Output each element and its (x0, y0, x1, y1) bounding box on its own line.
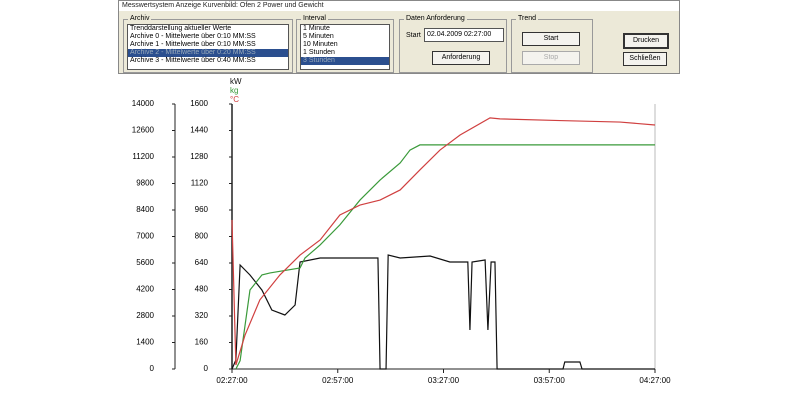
interval-group: Interval 1 Minute 5 Minuten 10 Minuten 1 St… (296, 15, 394, 73)
group-label: Archiv (128, 15, 152, 22)
y-tick-label: 5600 (136, 258, 154, 267)
start-input[interactable]: 02.04.2009 02:27:00 (424, 28, 504, 42)
x-tick-label: 02:27:00 (216, 376, 248, 385)
y2-tick-label: 480 (195, 285, 209, 294)
archiv-group: Archiv Trenddarstellung aktueller Werte A… (123, 15, 293, 73)
legend-label: °C (230, 95, 239, 104)
y-tick-label: 1400 (136, 338, 154, 347)
list-item[interactable]: 10 Minuten (303, 41, 338, 48)
daten-group: Daten Anforderung Start 02.04.2009 02:27… (399, 15, 507, 73)
trend-group: Trend Start Stop (511, 15, 593, 73)
anforderung-button[interactable]: Anforderung (432, 51, 490, 65)
list-item[interactable]: 3 Stunden (301, 57, 389, 65)
series-line (231, 254, 655, 370)
y2-tick-label: 1120 (191, 179, 209, 188)
y2-tick-label: 1600 (190, 99, 208, 108)
schliessen-button[interactable]: Schließen (623, 52, 667, 66)
group-label: Daten Anforderung (404, 15, 467, 22)
stop-button[interactable]: Stop (522, 51, 580, 65)
legend-label: kW (230, 77, 242, 86)
y-tick-label: 12600 (132, 126, 155, 135)
legend-label: kg (230, 86, 238, 95)
y-tick-label: 14000 (132, 99, 155, 108)
y-tick-label: 11200 (132, 152, 154, 161)
start-button[interactable]: Start (522, 32, 580, 46)
y-tick-label: 8400 (136, 205, 154, 214)
y-tick-label: 2800 (136, 311, 154, 320)
group-label: Interval (301, 15, 328, 22)
x-tick-label: 03:27:00 (428, 376, 460, 385)
list-item[interactable]: 1 Minute (303, 25, 330, 32)
list-item[interactable]: Archive 3 - Mittelwerte über 0:40 MM:SS (130, 57, 256, 64)
series-line (235, 144, 655, 370)
start-label: Start (406, 32, 421, 39)
group-label: Trend (516, 15, 539, 22)
y2-tick-label: 0 (204, 364, 209, 373)
interval-list[interactable]: 1 Minute 5 Minuten 10 Minuten 1 Stunden 3 St… (300, 24, 390, 70)
archiv-list[interactable]: Trenddarstellung aktueller Werte Archive … (127, 24, 289, 70)
y2-tick-label: 320 (195, 311, 209, 320)
y-tick-label: 7000 (136, 232, 154, 241)
drucken-button[interactable]: Drucken (623, 33, 669, 49)
y2-tick-label: 1440 (190, 126, 208, 135)
y2-tick-label: 160 (195, 338, 209, 347)
y2-tick-label: 800 (195, 232, 209, 241)
window: Messwertsystem Anzeige Kurvenbild: Ofen … (118, 0, 680, 74)
series-line (231, 117, 656, 366)
y-tick-label: 4200 (136, 285, 154, 294)
y2-tick-label: 1280 (190, 152, 208, 161)
x-tick-label: 03:57:00 (534, 376, 566, 385)
x-tick-label: 04:27:00 (639, 376, 671, 385)
y2-tick-label: 640 (195, 258, 209, 267)
list-item[interactable]: 1 Stunden (303, 49, 335, 56)
y2-tick-label: 960 (195, 205, 209, 214)
y-tick-label: 0 (150, 364, 155, 373)
window-title: Messwertsystem Anzeige Kurvenbild: Ofen … (119, 1, 679, 11)
y-tick-label: 9800 (136, 179, 154, 188)
x-tick-label: 02:57:00 (322, 376, 354, 385)
list-item[interactable]: Trenddarstellung aktueller Werte (130, 25, 232, 32)
list-item[interactable]: Archive 0 - Mittelwerte über 0:10 MM:SS (130, 33, 256, 40)
list-item[interactable]: Archive 1 - Mittelwerte über 0:10 MM:SS (130, 41, 256, 48)
list-item[interactable]: 5 Minuten (303, 33, 334, 40)
list-item[interactable]: Archive 2 - Mittelwerte über 0:20 MM:SS (128, 49, 288, 57)
